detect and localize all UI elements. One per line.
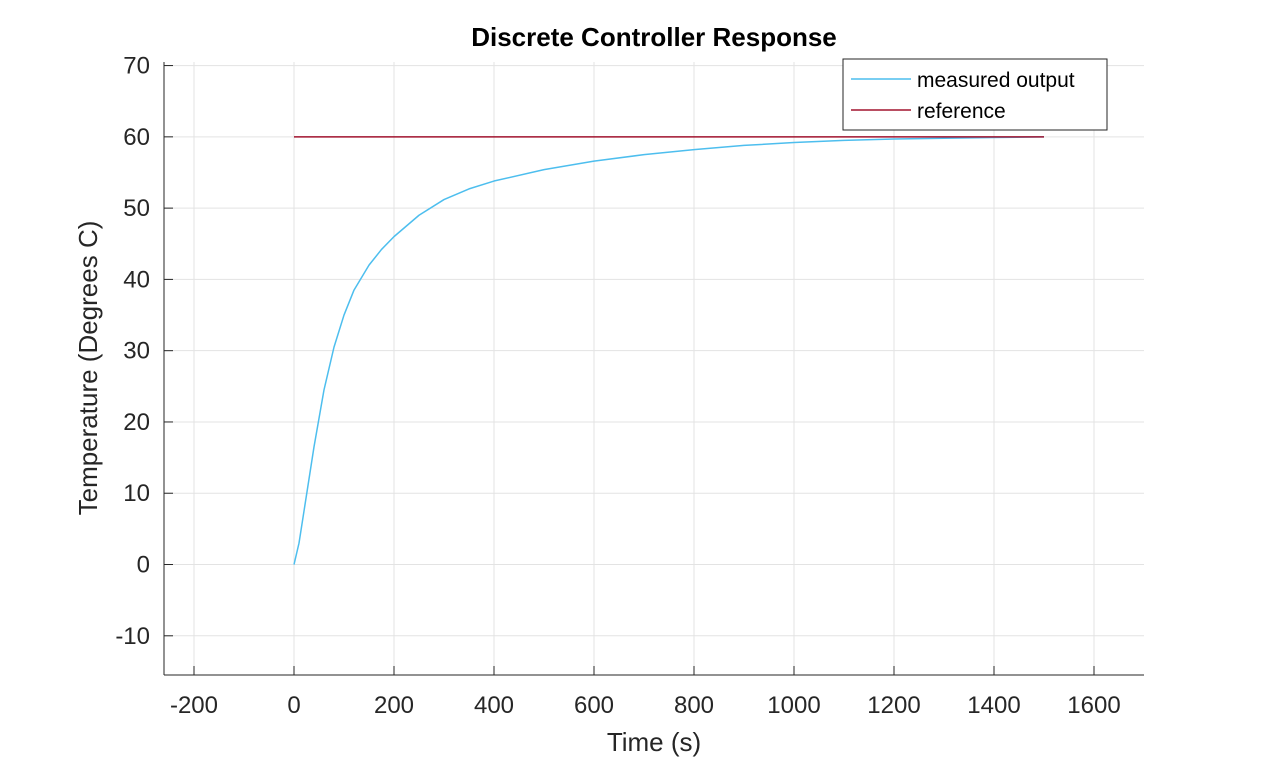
x-tick-label: -200 (170, 692, 218, 719)
tick-labels: -200 0 200 400 600 800 1000 1200 1400 1600 -10 0 10 2… (115, 53, 1120, 719)
x-tick-label: 1600 (1067, 692, 1120, 719)
x-tick-label: 400 (474, 692, 514, 719)
legend: measured output reference (842, 58, 1108, 131)
y-tick-label: 20 (123, 409, 150, 436)
y-tick-label: 60 (123, 124, 150, 151)
x-tick-label: 600 (574, 692, 614, 719)
y-tick-label: -10 (115, 623, 150, 650)
y-tick-label: 70 (123, 53, 150, 80)
y-tick-label: 0 (137, 552, 150, 579)
x-tick-label: 1400 (967, 692, 1020, 719)
legend-box (842, 58, 1108, 131)
x-tick-label: 800 (674, 692, 714, 719)
plot-area (293, 136, 1045, 565)
x-axis-label: Time (s) (607, 727, 701, 757)
chart-title: Discrete Controller Response (471, 22, 837, 52)
series-line-measured-output (293, 136, 1045, 565)
x-tick-label: 0 (287, 692, 300, 719)
y-axis-label: Temperature (Degrees C) (73, 221, 103, 516)
y-tick-label: 40 (123, 266, 150, 293)
axes (163, 62, 1144, 676)
y-tick-label: 10 (123, 480, 150, 507)
y-tick-label: 50 (123, 195, 150, 222)
legend-label-reference: reference (917, 100, 1006, 123)
legend-label-measured-output: measured output (917, 69, 1075, 92)
x-tick-label: 200 (374, 692, 414, 719)
y-tick-label: 30 (123, 338, 150, 365)
x-tick-label: 1000 (767, 692, 820, 719)
x-tick-label: 1200 (867, 692, 920, 719)
